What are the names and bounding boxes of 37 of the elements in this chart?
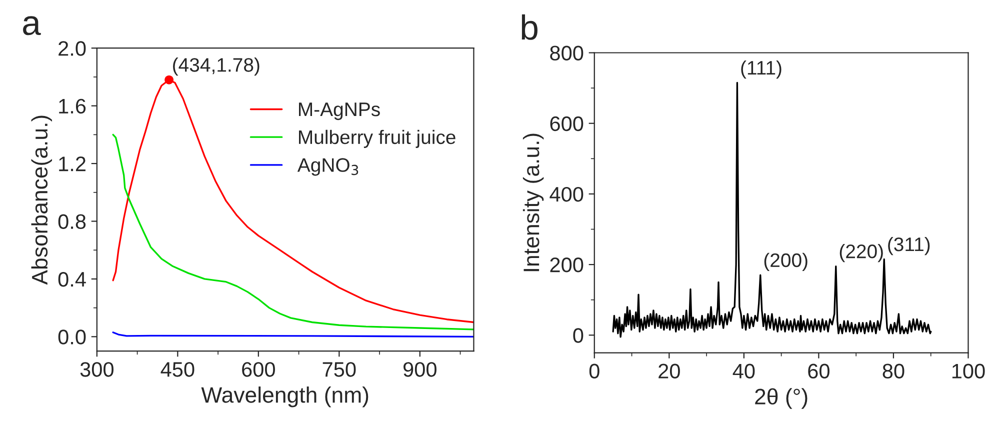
- y-tick-label: 0: [573, 328, 584, 343]
- legend-label: AgNO$_{3}$: [297, 158, 358, 176]
- y-tick-label: 1.2: [59, 156, 86, 172]
- y-axis-title: Intensity (a.u.): [522, 134, 544, 272]
- line-series: [612, 82, 932, 338]
- x-tick-label: 40: [732, 364, 755, 379]
- annotation: (434,1.78): [173, 58, 260, 76]
- y-tick-label: 800: [550, 46, 584, 61]
- y-tick-label: 0.4: [58, 272, 86, 287]
- y-tick-label: 400: [550, 186, 584, 202]
- legend-label: Mulberry fruit juice: [298, 130, 456, 148]
- text: a: [23, 16, 41, 36]
- x-tick-label: 450: [160, 362, 194, 377]
- x-tick-label: 0: [589, 364, 600, 379]
- annotation: (311): [888, 236, 930, 256]
- x-axis-title: 2θ (°): [755, 388, 808, 409]
- y-tick-label: 0.8: [58, 214, 86, 229]
- annotation: (111): [741, 60, 782, 79]
- y-tick-label: 600: [550, 116, 584, 132]
- x-tick-label: 60: [808, 364, 830, 379]
- text: b: [522, 14, 538, 40]
- x-tick-label: 600: [242, 362, 275, 377]
- annotation: (220): [840, 244, 883, 262]
- y-tick-label: 200: [550, 258, 584, 272]
- y-tick-label: 0.0: [58, 330, 86, 344]
- y-tick-label: 1.6: [59, 98, 86, 114]
- x-tick-label: 900: [404, 362, 436, 377]
- y-tick-label: 2.0: [58, 41, 86, 56]
- legend-label: M-AgNPs: [298, 102, 380, 120]
- annotation: (200): [764, 252, 808, 271]
- x-tick-label: 750: [322, 362, 356, 377]
- x-tick-label: 20: [658, 364, 680, 379]
- x-tick-label: 80: [882, 364, 904, 379]
- x-axis-title: Wavelength (nm): [201, 386, 368, 408]
- x-tick-label: 300: [80, 362, 114, 377]
- x-tick-label: 100: [952, 364, 985, 379]
- y-axis-title: Absorbance(a.u.): [31, 116, 52, 285]
